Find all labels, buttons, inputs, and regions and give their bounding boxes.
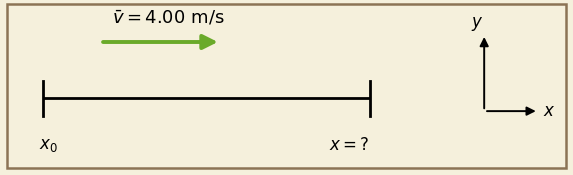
Text: $x = ?$: $x = ?$ — [329, 136, 370, 154]
Text: $x$: $x$ — [543, 102, 555, 120]
FancyBboxPatch shape — [7, 4, 566, 168]
Text: $\bar{v} = 4.00$ m/s: $\bar{v} = 4.00$ m/s — [112, 9, 225, 28]
Text: $y$: $y$ — [471, 15, 484, 33]
Text: $x_0$: $x_0$ — [39, 136, 58, 154]
